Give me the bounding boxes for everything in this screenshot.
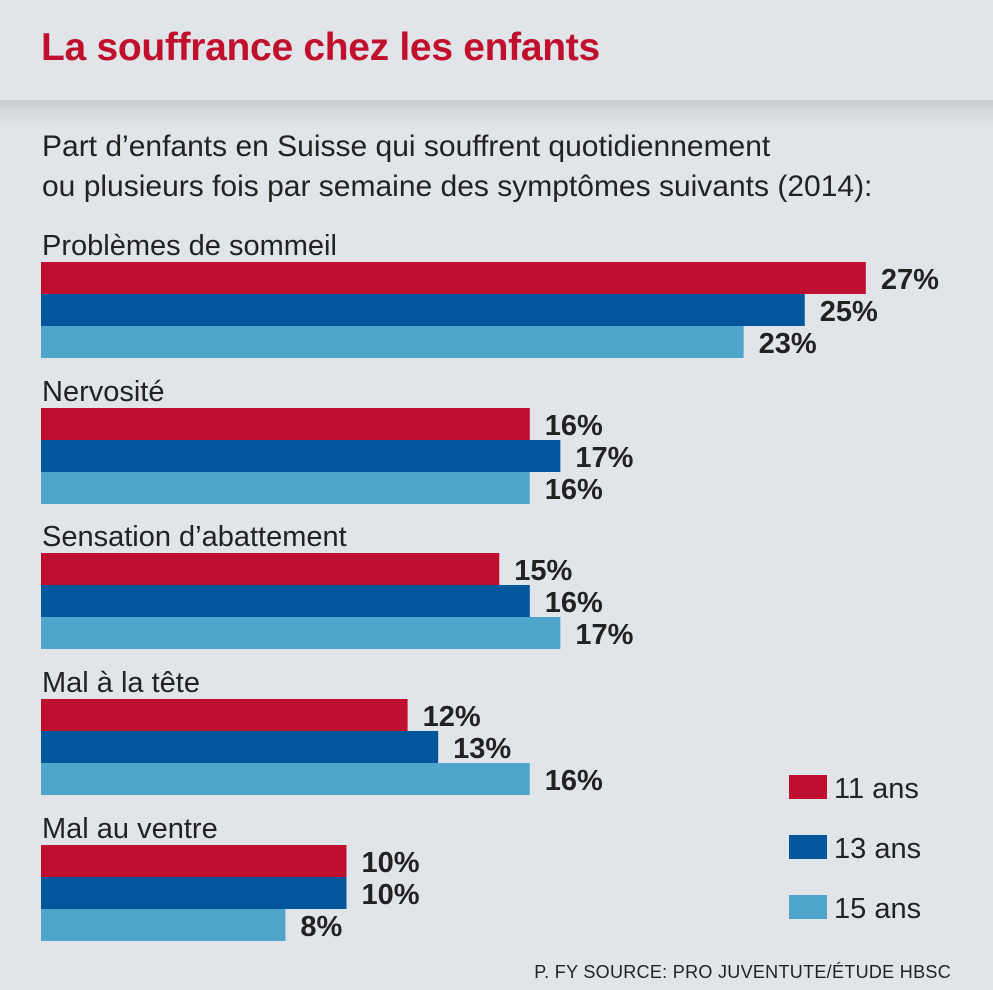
bar-15-ans: [41, 326, 744, 358]
source-credit: P. FY SOURCE: PRO JUVENTUTE/ÉTUDE HBSC: [534, 962, 951, 982]
bar-13-ans: [41, 731, 439, 763]
category-label: Mal à la tête: [42, 667, 200, 699]
bar-13-ans: [41, 585, 530, 617]
chart-subtitle: Part d’enfants en Suisse qui souffrent q…: [42, 127, 872, 207]
bar-13-ans: [41, 294, 805, 326]
header-shadow: [0, 100, 993, 128]
bar-15-ans: [41, 617, 561, 649]
bar-13-ans: [41, 877, 347, 909]
data-label: 17%: [575, 442, 633, 474]
data-label: 8%: [300, 911, 342, 943]
legend-label: 11 ans: [834, 773, 919, 805]
bar-11-ans: [41, 408, 530, 440]
category-label: Sensation d’abattement: [42, 521, 347, 553]
legend-swatch: [789, 835, 827, 859]
data-label: 13%: [453, 733, 511, 765]
bar-11-ans: [41, 553, 500, 585]
data-label: 23%: [759, 328, 817, 360]
data-label: 16%: [545, 410, 603, 442]
chart-title: La souffrance chez les enfants: [41, 26, 600, 69]
bar-15-ans: [41, 472, 530, 504]
category-label: Mal au ventre: [42, 813, 218, 845]
subtitle-line-2: ou plusieurs fois par semaine des symptô…: [42, 170, 873, 203]
legend-label: 15 ans: [834, 893, 921, 925]
bar-13-ans: [41, 440, 561, 472]
subtitle-line-1: Part d’enfants en Suisse qui souffrent q…: [42, 130, 771, 163]
data-label: 16%: [545, 765, 603, 797]
legend-label: 13 ans: [834, 833, 921, 865]
data-label: 25%: [820, 296, 878, 328]
data-label: 12%: [423, 701, 481, 733]
bar-15-ans: [41, 909, 286, 941]
data-label: 10%: [362, 847, 420, 879]
legend-swatch: [789, 775, 827, 799]
data-label: 16%: [545, 474, 603, 506]
legend-swatch: [789, 895, 827, 919]
category-label: Problèmes de sommeil: [42, 230, 337, 262]
data-label: 10%: [362, 879, 420, 911]
bar-11-ans: [41, 262, 866, 294]
data-label: 17%: [575, 619, 633, 651]
bar-11-ans: [41, 699, 408, 731]
data-label: 27%: [881, 264, 939, 296]
bar-11-ans: [41, 845, 347, 877]
category-label: Nervosité: [42, 376, 165, 408]
header-band: [0, 0, 993, 100]
data-label: 15%: [514, 555, 572, 587]
data-label: 16%: [545, 587, 603, 619]
bar-15-ans: [41, 763, 530, 795]
